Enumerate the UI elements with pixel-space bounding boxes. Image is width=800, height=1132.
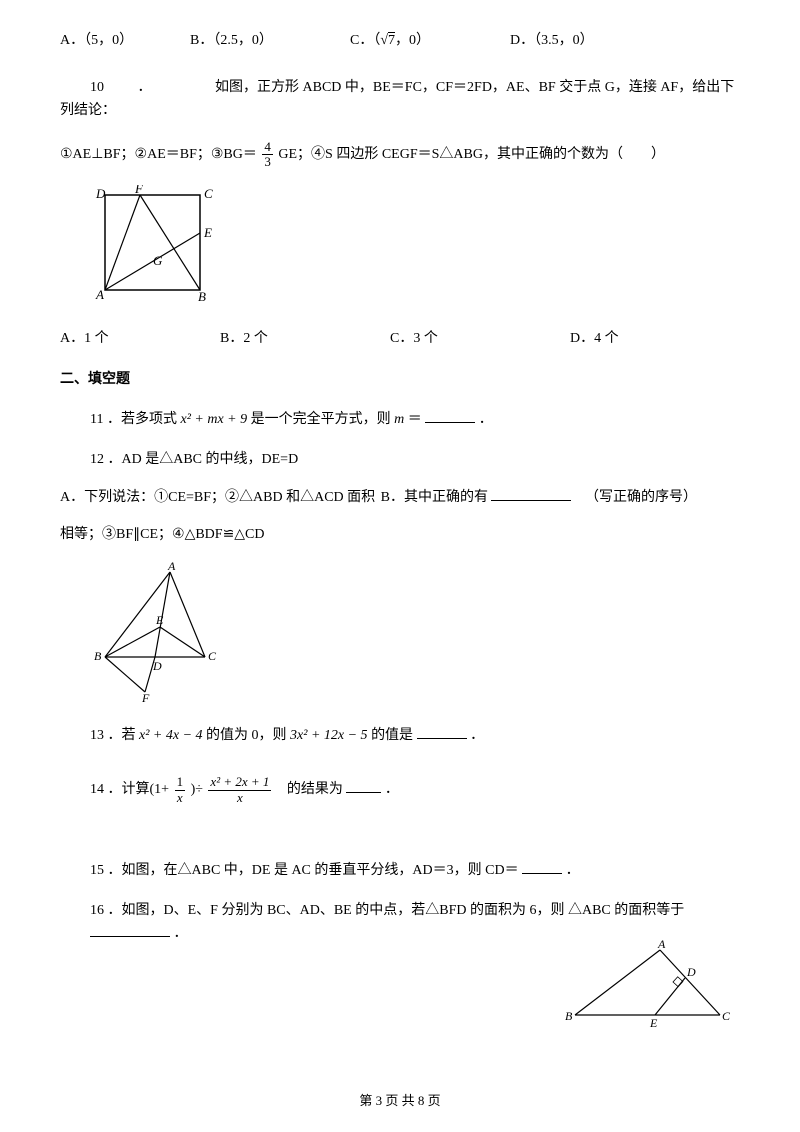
q10-text: 如图，正方形 ABCD 中，BE＝FC，CF＝2FD，AE、BF 交于点 G，连… xyxy=(60,80,734,117)
svg-text:B: B xyxy=(565,1009,573,1023)
q14-frac1: 1 x xyxy=(175,775,186,805)
svg-text:C: C xyxy=(208,649,217,663)
q13: 13 ．若 x² + 4x − 4 的值为 0，则 3x² + 12x − 5 … xyxy=(90,725,740,747)
q15: 15 ．如图，在△ABC 中，DE 是 AC 的垂直平分线，AD＝3，则 CD＝… xyxy=(90,860,740,882)
svg-text:E: E xyxy=(203,225,212,240)
svg-text:D: D xyxy=(152,659,162,673)
q15-blank xyxy=(522,860,562,874)
q9-options: A．（5，0） B．（2.5，0） C．（√7，0） D．（3.5，0） xyxy=(60,30,740,52)
q16-blank xyxy=(90,923,170,937)
section-2-header: 二、填空题 xyxy=(60,369,740,391)
svg-text:B: B xyxy=(198,289,206,304)
q14-frac2: x² + 2x + 1 x xyxy=(208,775,271,805)
q12-line2: A．下列说法：①CE=BF；②△ABD 和△ACD 面积 B．其中正确的有 （写… xyxy=(60,487,740,509)
q14-blank xyxy=(346,779,381,793)
q12-figure: A B C D E F xyxy=(90,562,740,710)
opt-9d: D．（3.5，0） xyxy=(510,30,650,52)
q12-line3: 相等；③BF∥CE；④△BDF≌△CD xyxy=(60,524,740,546)
opt-10d: D．4 个 xyxy=(570,328,710,350)
q10-figure: D F C E G A B xyxy=(90,185,740,313)
svg-text:C: C xyxy=(204,186,213,201)
opt-9b: B．（2.5，0） xyxy=(190,30,350,52)
q12-line1: 12 ．AD 是△ABC 的中线，DE=D xyxy=(90,449,740,471)
page-footer: 第 3 页 共 8 页 xyxy=(0,1091,800,1112)
svg-text:B: B xyxy=(94,649,102,663)
svg-text:E: E xyxy=(649,1016,658,1030)
opt-9a: A．（5，0） xyxy=(60,30,190,52)
q11: 11 ．若多项式 x² + mx + 9 是一个完全平方式，则 m ＝ ． xyxy=(90,409,740,431)
opt-10b: B．2 个 xyxy=(220,328,390,350)
svg-text:F: F xyxy=(134,185,144,196)
q14: 14 ．计算(1+ 1 x )÷ x² + 2x + 1 x 的结果为 ． xyxy=(90,775,740,805)
q16: 16 ．如图，D、E、F 分别为 BC、AD、BE 的中点，若△BFD 的面积为… xyxy=(90,900,740,945)
q10-line1: 10 ． 如图，正方形 ABCD 中，BE＝FC，CF＝2FD，AE、BF 交于… xyxy=(60,77,740,122)
q10-options: A．1 个 B．2 个 C．3 个 D．4 个 xyxy=(60,328,740,350)
q10-line2: ①AE⊥BF；②AE＝BF；③BG＝ 4 3 GE；④S 四边形 CEGF＝S△… xyxy=(60,140,740,170)
q11-blank xyxy=(425,409,475,423)
svg-text:A: A xyxy=(95,287,104,302)
q10-frac: 4 3 xyxy=(262,140,273,170)
opt-10c: C．3 个 xyxy=(390,328,570,350)
q12-blank xyxy=(491,487,571,501)
opt-9c: C．（√7，0） xyxy=(350,30,510,52)
opt-10a: A．1 个 xyxy=(60,328,220,350)
q13-blank xyxy=(417,725,467,739)
svg-text:D: D xyxy=(686,965,696,979)
svg-text:A: A xyxy=(167,562,176,573)
svg-text:G: G xyxy=(153,253,163,268)
q15-figure: A B C D E xyxy=(560,940,730,1038)
svg-text:F: F xyxy=(141,691,150,702)
svg-text:E: E xyxy=(155,613,164,627)
q10-num: 10 xyxy=(90,77,104,99)
svg-text:D: D xyxy=(95,186,106,201)
svg-text:A: A xyxy=(657,940,666,951)
svg-text:C: C xyxy=(722,1009,730,1023)
